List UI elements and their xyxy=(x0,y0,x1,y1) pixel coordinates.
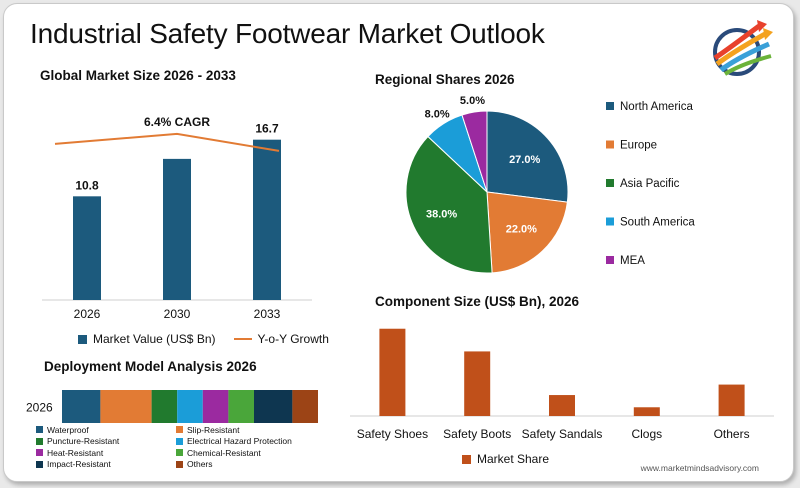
market-share-swatch xyxy=(462,454,471,464)
segment-electrical-hazard-protection xyxy=(177,390,203,423)
deployment-legend-swatch xyxy=(176,426,183,434)
regional-shares-chart: 27.0% 22.0% 38.0% 8.0% 5.0% North America Euro… xyxy=(405,95,695,274)
deployment-legend-swatch xyxy=(36,437,43,445)
market-share-legend-label: Market Share xyxy=(477,452,550,466)
deployment-row-label: 2026 xyxy=(26,401,53,415)
cagr-annotation: 6.4% CAGR xyxy=(144,115,210,129)
component-size-chart: Safety Shoes Safety Boots Safety Sandals Cl… xyxy=(350,328,774,441)
deployment-legend-item: Chemical-Resistant xyxy=(176,447,326,459)
regional-shares-title: Regional Shares 2026 xyxy=(375,72,515,87)
segment-heat-resistant xyxy=(202,390,229,423)
market-size-legend: Market Value (US$ Bn) Y-o-Y Growth xyxy=(78,332,329,346)
pie-slice-north-america xyxy=(486,110,569,203)
segment-puncture-resistant xyxy=(151,390,178,423)
deployment-legend-item: Electrical Hazard Protection xyxy=(176,436,326,448)
deployment-legend-label: Puncture-Resistant xyxy=(47,436,120,447)
pie-value-label: 5.0% xyxy=(460,95,485,107)
deployment-legend-item: Waterproof xyxy=(36,424,176,436)
bar-2026 xyxy=(73,196,101,300)
yoy-growth-swatch xyxy=(233,338,252,340)
deployment-legend-label: Slip-Resistant xyxy=(187,424,240,435)
deployment-legend-swatch xyxy=(176,449,183,457)
brand-logo-icon xyxy=(713,20,773,76)
market-value-legend-label: Market Value (US$ Bn) xyxy=(93,332,216,346)
legend-swatch xyxy=(606,256,614,264)
legend-label: Asia Pacific xyxy=(620,178,680,190)
pie-value-label: 22.0% xyxy=(506,224,537,236)
component-size-legend: Market Share xyxy=(462,452,549,466)
x-tick-label: Safety Sandals xyxy=(522,427,603,441)
yoy-growth-legend-label: Y-o-Y Growth xyxy=(257,332,329,346)
deployment-legend-swatch xyxy=(36,426,43,434)
pie-slice-europe xyxy=(486,191,568,274)
bar-safety-shoes xyxy=(379,328,406,416)
deployment-legend-item: Others xyxy=(176,459,326,471)
bar-safety-boots xyxy=(464,351,491,416)
legend-swatch xyxy=(606,179,614,187)
legend-label: MEA xyxy=(620,255,645,267)
segment-others xyxy=(292,390,318,423)
deployment-legend-item: Heat-Resistant xyxy=(36,447,176,459)
bar-value-label: 16.7 xyxy=(255,122,279,136)
page-title: Industrial Safety Footwear Market Outloo… xyxy=(30,18,545,49)
deployment-legend-swatch xyxy=(176,460,183,468)
bar-clogs xyxy=(633,407,660,416)
legend-label: Europe xyxy=(620,140,657,152)
bar-others xyxy=(718,384,745,416)
deployment-legend-item: Slip-Resistant xyxy=(176,424,326,436)
yoy-growth-line xyxy=(54,132,280,152)
segment-waterproof xyxy=(62,390,101,423)
deployment-legend-label: Heat-Resistant xyxy=(47,447,104,458)
bar-value-label: 10.8 xyxy=(75,178,99,192)
deployment-chart: 2026 xyxy=(26,390,318,423)
pie-value-label: 27.0% xyxy=(509,154,540,166)
x-tick-label: 2033 xyxy=(254,307,281,321)
legend-label: South America xyxy=(620,217,695,229)
pie-value-label: 8.0% xyxy=(425,108,450,120)
x-tick-label: Others xyxy=(714,427,750,441)
deployment-legend-label: Waterproof xyxy=(47,424,89,435)
segment-impact-resistant xyxy=(254,390,293,423)
deployment-legend-swatch xyxy=(176,437,183,445)
dashboard-card: Industrial Safety Footwear Market Outloo… xyxy=(3,3,794,482)
segment-chemical-resistant xyxy=(228,390,254,423)
bar-2030 xyxy=(163,158,191,300)
footer-url: www.marketmindsadvisory.com xyxy=(640,463,759,473)
segment-slip-resistant xyxy=(100,390,152,423)
deployment-legend-label: Chemical-Resistant xyxy=(187,447,261,458)
market-size-chart: 10.8 2026 2030 16.7 2033 6.4% CAGR xyxy=(42,115,312,321)
legend-swatch xyxy=(606,217,614,226)
deployment-legend-item: Puncture-Resistant xyxy=(36,436,176,448)
deployment-legend-label: Electrical Hazard Protection xyxy=(187,436,292,447)
x-tick-label: Clogs xyxy=(631,427,662,441)
deployment-legend-label: Impact-Resistant xyxy=(47,459,111,470)
deployment-title: Deployment Model Analysis 2026 xyxy=(44,359,257,374)
bar-2033 xyxy=(253,139,281,300)
x-tick-label: 2026 xyxy=(74,307,101,321)
legend-label: North America xyxy=(620,101,693,113)
bar-safety-sandals xyxy=(549,395,575,416)
deployment-legend-swatch xyxy=(36,449,43,457)
pie-value-label: 38.0% xyxy=(426,208,457,220)
market-size-title: Global Market Size 2026 - 2033 xyxy=(40,68,236,83)
deployment-legend-label: Others xyxy=(187,459,213,470)
x-tick-label: Safety Shoes xyxy=(357,427,428,441)
component-size-title: Component Size (US$ Bn), 2026 xyxy=(375,294,580,309)
deployment-legend-item: Impact-Resistant xyxy=(36,459,176,471)
legend-swatch xyxy=(606,140,614,149)
legend-swatch xyxy=(606,102,614,110)
deployment-legend-swatch xyxy=(36,460,43,468)
x-tick-label: Safety Boots xyxy=(443,427,511,441)
deployment-legend: Waterproof Slip-Resistant Puncture-Resista… xyxy=(36,424,326,470)
pie-slice-mea xyxy=(461,110,488,193)
pie-slice-asia-pacific xyxy=(405,135,493,274)
market-value-swatch xyxy=(78,334,87,344)
x-tick-label: 2030 xyxy=(164,307,191,321)
